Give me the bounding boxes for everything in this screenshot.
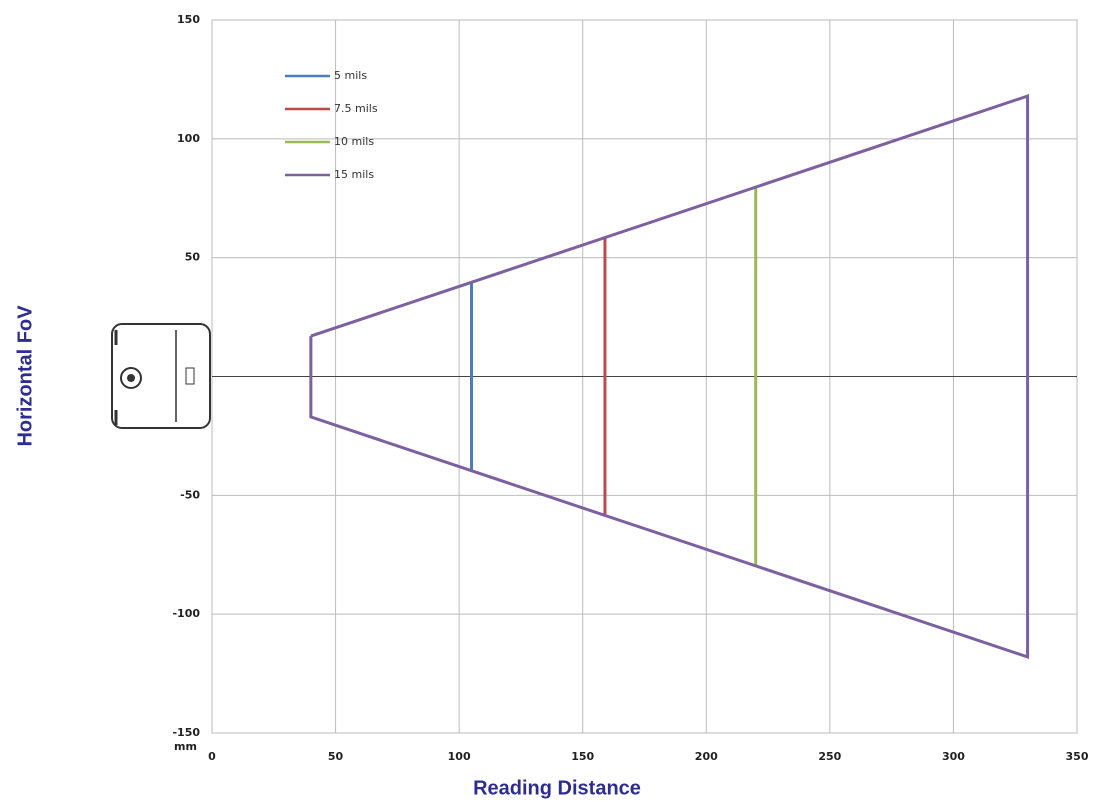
x-tick-label: 50: [328, 750, 344, 763]
x-tick-label: 0: [208, 750, 216, 763]
x-axis-title: Reading Distance: [473, 777, 641, 799]
x-tick-label: 250: [818, 750, 841, 763]
legend-label: 7.5 mils: [334, 102, 378, 115]
x-tick-label: 100: [448, 750, 471, 763]
x-tick-label: 300: [942, 750, 965, 763]
legend-label: 10 mils: [334, 135, 374, 148]
scanner-icon: [111, 323, 211, 429]
y-tick-label: -50: [180, 488, 200, 501]
x-tick-label: 350: [1066, 750, 1089, 763]
x-tick-label: 200: [695, 750, 718, 763]
y-tick-label: -150: [172, 726, 200, 739]
series-line: [309, 93, 1030, 660]
unit-label: mm: [174, 740, 197, 753]
legend-label: 15 mils: [334, 168, 374, 181]
y-tick-label: 150: [177, 13, 200, 26]
y-tick-label: -100: [172, 607, 200, 620]
legend-label: 5 mils: [334, 69, 367, 82]
y-tick-label: 100: [177, 132, 200, 145]
x-tick-label: 150: [571, 750, 594, 763]
y-axis-title: Horizontal FoV: [14, 305, 36, 447]
y-tick-label: 50: [185, 251, 201, 264]
